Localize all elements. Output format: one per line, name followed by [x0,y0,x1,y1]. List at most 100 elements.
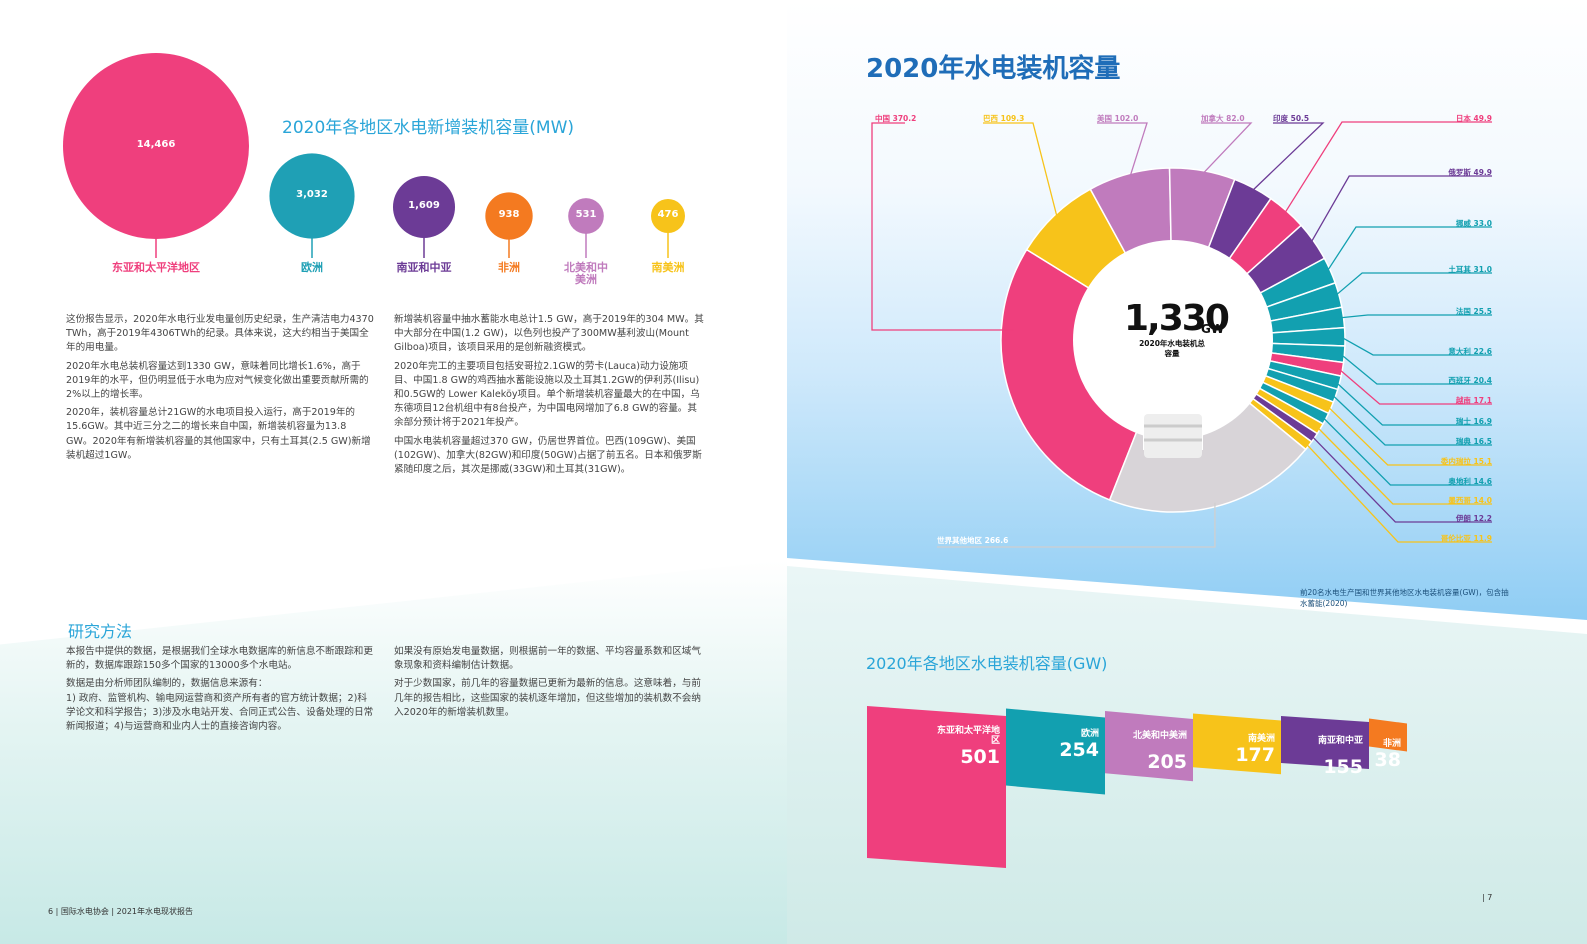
intro-paragraph: 中国水电装机容量超过370 GW，仍居世界首位。巴西(109GW)、美国(102… [394,435,702,476]
region-band [1369,718,1407,752]
footer-right: | 7 [1482,893,1493,902]
bubble [63,53,249,239]
band-value: 38 [1374,748,1401,771]
callout-line [1310,435,1492,523]
callout-label: 美国 102.0 [1097,114,1139,123]
callout-label: 意大利 22.6 [1448,347,1492,356]
callout-line [1338,368,1492,405]
method-title: 研究方法 [68,622,133,641]
bubble-region-label: 南亚和中亚 [396,261,452,274]
callout-label: 伊朗 12.2 [1455,514,1492,523]
callout-label: 印度 50.5 [1273,114,1310,123]
intro-paragraph: 2020年，装机容量总计21GW的水电项目投入运行，高于2019年的15.6GW… [66,407,371,461]
footer-left: 6 | 国际水电协会 | 2021年水电现状报告 [48,907,194,916]
intro-paragraph: 新增装机容量中抽水蓄能水电总计1.5 GW，高于2019年的304 MW。其中大… [394,314,704,354]
callout-line [1305,442,1492,543]
region-band-chart [867,706,1407,868]
callout-label: 法国 25.5 [1455,307,1492,316]
callout-label: 哥伦比亚 11.9 [1440,534,1492,543]
bubble [651,199,685,233]
callout-label: 俄罗斯 49.9 [1448,168,1492,177]
method-paragraph: 对于少数国家，前几年的容量数据已更新为最新的信息。这意味着，与前几年的报告相比，… [394,678,701,718]
callout-label: 瑞士 16.9 [1455,417,1492,426]
callout-label: 土耳其 31.0 [1448,265,1492,274]
bubble [485,192,533,240]
callout-label: 日本 49.9 [1455,114,1492,123]
callout-line [871,122,1014,331]
callout-label: 墨西哥 14.0 [1448,496,1492,505]
callout-label: 世界其他地区 266.6 [937,536,1009,545]
callout-label: 中国 370.2 [875,114,917,123]
callout-line [1340,336,1492,356]
band-region-label: 北美和中美洲 [1132,731,1187,741]
bubble-value: 476 [657,209,679,220]
band-region-label: 东亚和太平洋地区 [936,726,1000,746]
bubble-region-label: 非洲 [498,261,520,274]
chart-caption: 前20名水电生产国和世界其他地区水电装机容量(GW)，包含抽水蓄能(2020) [1300,588,1509,608]
callout-label: 西班牙 20.4 [1448,376,1492,385]
bulb-glass-icon [1073,240,1273,440]
callout-line [1251,122,1325,192]
callout-label: 加拿大 82.0 [1201,114,1245,123]
total-capacity-value: 1,330 [1124,298,1230,339]
callout-label: 挪威 33.0 [1455,219,1492,228]
callout-line [1326,405,1492,466]
callout-line [1321,416,1492,486]
band-value: 155 [1323,756,1363,778]
bubble-value: 14,466 [136,139,176,150]
callout-line [937,502,1216,548]
bubble [392,175,456,239]
band-region-label: 南亚和中亚 [1317,736,1363,746]
method-paragraph: 数据是由分析师团队编制的，数据信息来源有： [66,678,268,690]
bubble [568,198,604,234]
band-value: 177 [1235,743,1275,766]
region-band [1193,713,1281,775]
region-band [1105,711,1193,782]
method-column-2: 如果没有原始发电量数据，则根据前一年的数据、平均容量系数和区域气象现象和资料编制… [394,645,704,724]
bulb-base-icon [1144,414,1202,458]
bubble-chart-title: 2020年各地区水电新增装机容量(MW) [282,118,575,138]
callout-label: 奥地利 14.6 [1448,477,1492,486]
callout-line [1326,226,1492,273]
bubble-region-label: 南美洲 [651,261,685,274]
region-band [1006,708,1105,795]
band-value: 254 [1059,738,1099,761]
band-region-label: 南美洲 [1247,733,1275,744]
region-band [867,706,1006,868]
bubble-region-label: 北美和中美洲 [564,261,608,286]
callout-line [1340,353,1492,385]
intro-paragraph: 这份报告显示，2020年水电行业发电量创历史纪录，生产清洁电力4370 TWh，… [66,314,374,354]
bubble-value: 938 [498,209,520,220]
intro-column-1: 这份报告显示，2020年水电行业发电量创历史纪录，生产清洁电力4370 TWh，… [66,313,374,467]
callout-line [1309,175,1492,244]
total-capacity-label: 2020年水电装机总容量 [1139,339,1205,358]
band-region-label: 非洲 [1382,738,1401,749]
method-paragraph: 本报告中提供的数据，是根据我们全球水电数据库的新信息不断跟踪和更新的，数据库跟踪… [66,646,373,672]
intro-column-2: 新增装机容量中抽水蓄能水电总计1.5 GW，高于2019年的304 MW。其中大… [394,313,704,481]
bubble-value: 1,609 [408,200,440,211]
total-capacity-unit: GW [1201,322,1225,336]
intro-paragraph: 2020年完工的主要项目包括安哥拉2.1GW的劳卡(Lauca)动力设施项目、中… [394,360,700,429]
bubble-region-label: 欧洲 [301,261,323,274]
bubble-value: 531 [575,209,597,220]
capacity-donut-chart [871,121,1492,548]
method-paragraph: 1) 政府、监管机构、输电网运营商和资产所有者的官方统计数据；2)科学论文和科学… [66,692,374,733]
bubble-chart [63,53,685,258]
callout-label: 瑞典 16.5 [1455,437,1492,446]
intro-paragraph: 2020年水电总装机容量达到1330 GW，意味着同比增长1.6%，高于2019… [66,360,369,401]
callout-line [1335,381,1492,426]
callout-line [1201,122,1253,175]
band-value: 205 [1147,751,1187,773]
method-paragraph: 如果没有原始发电量数据，则根据前一年的数据、平均容量系数和区域气象现象和资料编制… [394,646,701,672]
callout-label: 委内瑞拉 15.1 [1440,457,1492,466]
callout-line [1283,121,1492,215]
bubble-value: 3,032 [296,189,328,200]
callout-line [1339,314,1492,319]
callout-label: 巴西 109.3 [983,114,1025,123]
callout-line [1331,394,1492,446]
bubble [269,153,355,239]
callout-line [1097,122,1148,178]
callout-line [1334,272,1492,297]
callout-line [1316,426,1492,505]
bubble-region-label: 东亚和太平洋地区 [112,261,200,274]
